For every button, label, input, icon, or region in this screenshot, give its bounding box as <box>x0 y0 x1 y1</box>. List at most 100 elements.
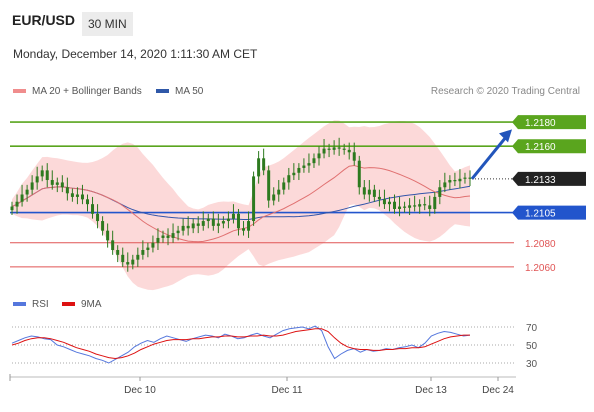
candle-body <box>468 177 472 179</box>
candle-body <box>176 230 180 234</box>
credit-label: Research © 2020 Trading Central <box>430 86 580 97</box>
x-axis: Dec 10 Dec 11 Dec 13 Dec 24 <box>9 374 516 396</box>
candle-body <box>70 193 74 197</box>
candle-body <box>141 250 145 255</box>
candle-body <box>55 182 59 185</box>
level-label-1.2133: 1.2133 <box>512 171 586 186</box>
rsi-9ma-line <box>11 328 470 360</box>
chart-header: EUR/USD 30 MIN <box>0 0 594 38</box>
level-label-1.2180: 1.2180 <box>512 115 586 130</box>
candle-body <box>408 205 412 208</box>
candle-body <box>221 221 225 224</box>
candle-body <box>267 170 271 201</box>
legend-ma50: MA 50 <box>156 86 203 97</box>
candle-body <box>45 170 49 181</box>
level-label-1.2060: 1.2060 <box>525 263 556 274</box>
forecast-arrow-head <box>499 129 512 143</box>
datetime-label: Monday, December 14, 2020 1:11:30 AM CET <box>13 47 258 61</box>
level-tag <box>512 115 586 130</box>
candle-body <box>25 189 29 195</box>
candle-body <box>20 194 24 202</box>
ma9-legend-label: 9MA <box>81 299 102 310</box>
candle-body <box>352 152 356 161</box>
level-text: 1.2105 <box>525 209 556 220</box>
candle-body <box>131 259 135 265</box>
level-tag <box>512 171 586 186</box>
x-tick-label: Dec 24 <box>482 385 514 396</box>
candle-body <box>10 206 14 211</box>
candle-body <box>15 201 19 207</box>
candle-body <box>136 254 140 260</box>
candle-body <box>398 206 402 209</box>
ma9-swatch <box>62 302 75 307</box>
ma20-swatch <box>13 89 26 94</box>
level-text: 1.2160 <box>525 142 556 153</box>
candle-body <box>438 187 442 197</box>
ma20-line <box>11 164 471 243</box>
rsi-swatch <box>13 302 26 307</box>
level-label-1.2080: 1.2080 <box>525 239 556 250</box>
candle-body <box>191 223 195 229</box>
candle-body <box>322 148 326 154</box>
rsi-tick-70: 70 <box>526 323 538 334</box>
legend-ma20: MA 20 + Bollinger Bands <box>13 86 142 97</box>
candle-body <box>317 153 321 159</box>
rsi-panel: 30 50 70 <box>11 323 538 370</box>
candle-body <box>252 176 256 222</box>
candle-body <box>312 158 316 164</box>
candle-body <box>292 172 296 176</box>
candle-body <box>453 180 457 182</box>
candle-body <box>75 194 79 197</box>
level-tag <box>512 139 586 154</box>
candle-body <box>121 254 125 263</box>
candle-body <box>262 158 266 171</box>
candle-body <box>433 196 437 209</box>
bollinger-band <box>12 120 470 291</box>
candle-body <box>161 235 165 238</box>
ma50-swatch <box>156 89 169 94</box>
candle-body <box>387 201 391 205</box>
candle-body <box>85 199 89 205</box>
level-label-1.2160: 1.2160 <box>512 139 586 154</box>
candle-body <box>242 228 246 231</box>
level-tag <box>512 205 586 220</box>
legend-rsi: RSI <box>13 299 49 310</box>
candle-body <box>272 194 276 201</box>
candle-body <box>247 221 251 231</box>
candle-body <box>347 149 351 153</box>
candle-body <box>332 147 336 150</box>
candle-body <box>231 213 235 219</box>
candle-body <box>403 206 407 208</box>
candle-body <box>342 148 346 150</box>
price-panel: 1.2180 1.2160 1.2133 1.2105 1.2080 1.2060 <box>10 115 586 291</box>
candle-body <box>201 221 205 226</box>
candle-body <box>377 196 381 200</box>
candle-body <box>443 182 447 188</box>
candle-body <box>166 235 170 238</box>
candle-body <box>126 262 130 265</box>
candle-body <box>146 247 150 251</box>
candle-body <box>297 167 301 173</box>
candle-body <box>206 218 210 222</box>
level-label-1.2105: 1.2105 <box>512 205 586 220</box>
candle-body <box>101 221 105 231</box>
pair-title: EUR/USD <box>12 12 76 28</box>
candle-body <box>372 189 376 197</box>
candle-body <box>60 182 64 188</box>
timeframe-badge[interactable]: 30 MIN <box>82 12 133 36</box>
candle-body <box>181 225 185 231</box>
candle-body <box>40 170 44 177</box>
candle-body <box>367 189 371 195</box>
candle-body <box>362 187 366 195</box>
candle-body <box>171 233 175 238</box>
candle-body <box>302 165 306 168</box>
legend-9ma: 9MA <box>62 299 102 310</box>
candle-body <box>327 148 331 150</box>
candle-body <box>116 250 120 255</box>
x-tick-label: Dec 13 <box>415 385 447 396</box>
x-tick-label: Dec 10 <box>124 385 156 396</box>
candle-body <box>277 189 281 195</box>
candle-body <box>357 160 361 188</box>
rsi-tick-30: 30 <box>526 359 538 370</box>
